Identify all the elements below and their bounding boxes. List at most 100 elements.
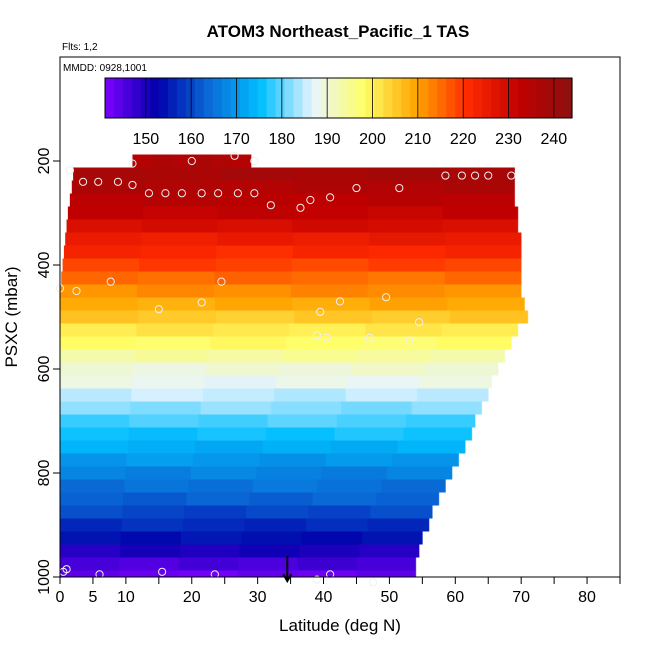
colorbar-swatch bbox=[536, 78, 546, 118]
sample-point bbox=[306, 195, 315, 205]
heatmap-cell bbox=[184, 505, 247, 519]
colorbar-swatch bbox=[105, 78, 115, 118]
sample-point bbox=[507, 171, 516, 180]
heatmap-cell bbox=[137, 271, 216, 285]
heatmap-cell bbox=[292, 206, 369, 220]
colorbar-swatch bbox=[167, 78, 178, 118]
heatmap-cell bbox=[137, 297, 216, 311]
heatmap-cell bbox=[274, 388, 346, 402]
heatmap-cell bbox=[442, 219, 519, 233]
heatmap-cell bbox=[135, 336, 211, 350]
heatmap-cell bbox=[123, 492, 187, 506]
heatmap-cell bbox=[136, 323, 214, 337]
heatmap-cell bbox=[60, 349, 135, 363]
colorbar-swatch bbox=[149, 78, 160, 118]
heatmap-cell bbox=[356, 570, 417, 577]
heatmap-cell bbox=[145, 180, 220, 194]
heatmap-cell bbox=[370, 505, 433, 519]
colorbar-swatch bbox=[221, 78, 232, 118]
heatmap-cell bbox=[60, 297, 138, 311]
colorbar-swatch bbox=[212, 78, 223, 118]
sample-point bbox=[161, 189, 170, 198]
sample-point bbox=[322, 333, 331, 342]
colorbar-tick-label: 200 bbox=[359, 131, 386, 148]
sample-points bbox=[55, 151, 516, 587]
chart-title: ATOM3 Northeast_Pacific_1 TAS bbox=[207, 22, 470, 41]
heatmap-cell bbox=[63, 245, 141, 259]
sample-point bbox=[441, 171, 450, 180]
heatmap-cell bbox=[215, 310, 295, 324]
colorbar-swatch bbox=[347, 78, 358, 118]
heatmap-cell bbox=[445, 232, 522, 246]
heatmap-cell bbox=[265, 427, 336, 441]
sample-point bbox=[78, 177, 88, 186]
colorbar-swatch bbox=[383, 78, 393, 118]
heatmap-cell bbox=[122, 505, 185, 519]
heatmap-layers bbox=[60, 154, 529, 577]
heatmap-cell bbox=[405, 414, 476, 428]
heatmap-cell bbox=[297, 570, 357, 577]
heatmap-cell bbox=[60, 401, 131, 415]
heatmap-cell bbox=[334, 427, 404, 441]
heatmap-cell bbox=[299, 544, 360, 558]
colorbar-swatch bbox=[266, 78, 277, 118]
heatmap-cell bbox=[246, 505, 309, 519]
heatmap-cell bbox=[60, 492, 124, 506]
sample-point bbox=[65, 166, 74, 175]
colorbar-swatch bbox=[185, 78, 196, 118]
heatmap-cell bbox=[129, 414, 199, 428]
heatmap-cell bbox=[195, 440, 264, 454]
colorbar-swatch bbox=[482, 78, 492, 118]
colorbar-swatch bbox=[545, 78, 555, 118]
x-axis-label: Latitude (deg N) bbox=[279, 616, 401, 635]
y-tick-label: 800 bbox=[36, 460, 53, 487]
heatmap-cell bbox=[125, 466, 192, 480]
heatmap-cell bbox=[360, 336, 437, 350]
y-axis: 200 400 600 800 1000 bbox=[36, 148, 60, 595]
heatmap-cell bbox=[119, 570, 180, 577]
heatmap-cell bbox=[368, 245, 446, 259]
dates-label: MMDD: 0928,1001 bbox=[63, 63, 147, 74]
heatmap-cell bbox=[60, 336, 136, 350]
heatmap-cell bbox=[316, 479, 382, 493]
heatmap-cell bbox=[375, 492, 440, 506]
heatmap-cell bbox=[213, 284, 292, 298]
colorbar-swatch bbox=[455, 78, 465, 118]
heatmap-cell bbox=[197, 427, 267, 441]
heatmap-cell bbox=[440, 193, 516, 207]
sample-point bbox=[197, 189, 206, 198]
x-tick-label: 10 bbox=[117, 589, 135, 606]
heatmap-cell bbox=[182, 518, 245, 532]
heatmap-cell bbox=[217, 206, 294, 220]
heatmap-cell bbox=[330, 440, 399, 454]
colorbar-swatch bbox=[365, 78, 376, 118]
colorbar-swatch bbox=[356, 78, 367, 118]
heatmap-cell bbox=[231, 154, 252, 168]
heatmap-cell bbox=[210, 336, 287, 350]
x-tick-label: 80 bbox=[578, 589, 596, 606]
heatmap-cell bbox=[203, 375, 277, 389]
heatmap-cell bbox=[191, 154, 213, 168]
colorbar-swatch bbox=[554, 78, 564, 118]
x-tick-label: 30 bbox=[249, 589, 267, 606]
heatmap-cell bbox=[371, 310, 451, 324]
x-tick-label: 20 bbox=[183, 589, 201, 606]
colorbar-swatch bbox=[275, 78, 286, 118]
heatmap-cell bbox=[131, 388, 204, 402]
heatmap-cell bbox=[293, 180, 368, 194]
heatmap-cell bbox=[60, 414, 130, 428]
heatmap-cell bbox=[60, 440, 129, 454]
sample-point bbox=[158, 567, 167, 576]
heatmap-cell bbox=[365, 323, 443, 337]
heatmap-cell bbox=[367, 206, 444, 220]
heatmap-cell bbox=[345, 388, 418, 402]
colorbar-swatch bbox=[374, 78, 385, 118]
heatmap-cell bbox=[361, 531, 423, 545]
heatmap-cell bbox=[60, 466, 126, 480]
heatmap-cell bbox=[206, 362, 280, 376]
sample-point bbox=[95, 570, 104, 579]
heatmap-cell bbox=[441, 323, 519, 337]
heatmap-cell bbox=[60, 310, 139, 324]
heatmap-cell bbox=[392, 453, 460, 467]
heatmap-cell bbox=[444, 271, 522, 285]
